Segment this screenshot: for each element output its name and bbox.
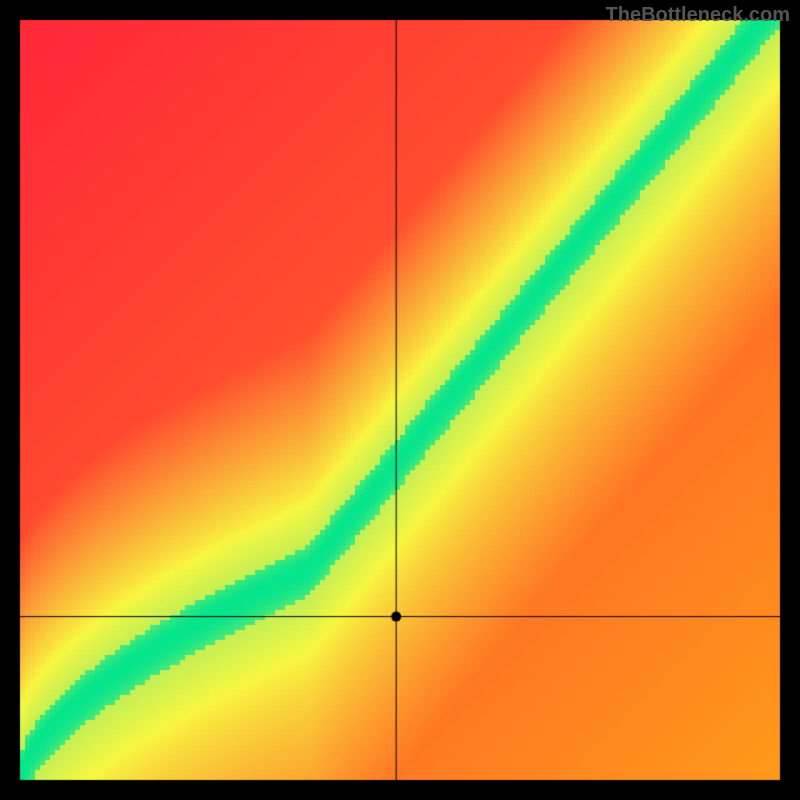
watermark-text: TheBottleneck.com (606, 4, 790, 27)
bottleneck-heatmap (0, 0, 800, 800)
chart-container: TheBottleneck.com (0, 0, 800, 800)
